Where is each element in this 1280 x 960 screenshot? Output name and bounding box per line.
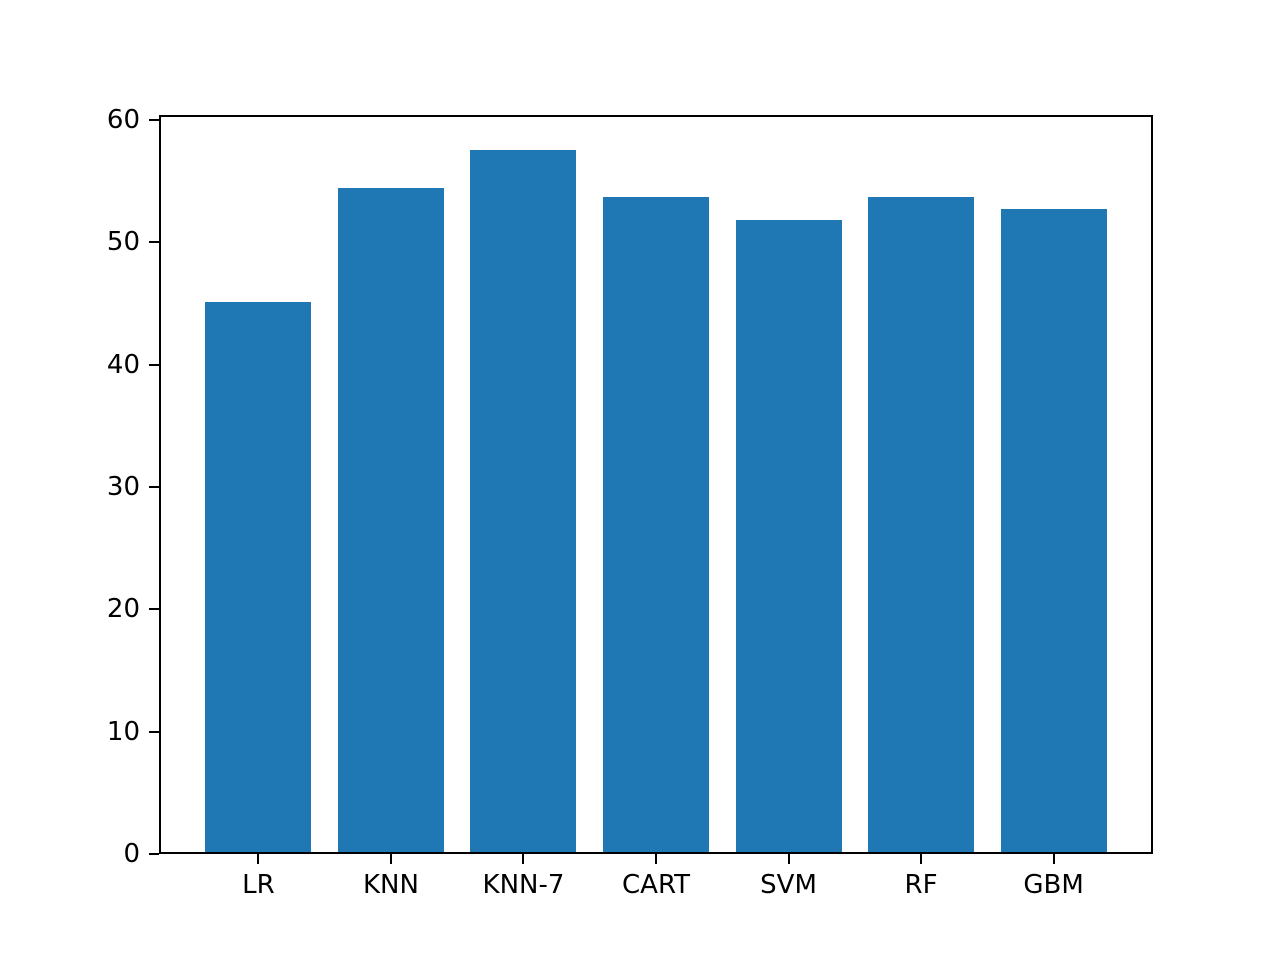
x-tick-label: KNN-7 xyxy=(482,870,565,900)
y-tick-label: 20 xyxy=(106,594,140,625)
y-tick-label: 10 xyxy=(106,716,140,747)
x-tick xyxy=(389,854,392,864)
y-tick-label: 60 xyxy=(106,104,140,135)
y-tick-label: 40 xyxy=(106,349,140,380)
x-tick-label: CART xyxy=(622,870,690,900)
bar-lr xyxy=(205,302,312,854)
bar-knn xyxy=(337,188,444,854)
y-tick-label: 0 xyxy=(123,839,140,869)
y-tick xyxy=(149,853,159,855)
y-tick-label: 30 xyxy=(106,471,140,502)
x-tick-label: KNN xyxy=(362,870,419,900)
y-tick xyxy=(149,363,159,366)
bar-svm xyxy=(735,220,842,854)
y-tick xyxy=(149,730,159,733)
x-tick xyxy=(787,854,790,864)
x-tick xyxy=(1052,854,1055,864)
bar-gbm xyxy=(1000,209,1107,854)
bar-rf xyxy=(868,196,975,854)
y-tick xyxy=(149,241,159,244)
x-tick-label: RF xyxy=(904,870,938,900)
x-tick xyxy=(655,854,657,864)
bar-cart xyxy=(602,196,709,854)
y-tick xyxy=(149,118,159,121)
x-tick xyxy=(920,854,923,864)
x-tick xyxy=(522,854,525,864)
plot-area: LR KNN KNN-7 CART SVM RF GBM 0 10 20 30 40 50 60 xyxy=(107,107,1153,898)
x-tick-label: SVM xyxy=(760,870,817,900)
y-tick xyxy=(149,485,159,488)
y-tick-label: 50 xyxy=(106,227,140,258)
x-tick xyxy=(257,854,260,864)
y-tick xyxy=(149,608,159,611)
x-tick-label: LR xyxy=(242,870,275,900)
x-tick-label: GBM xyxy=(1023,870,1084,900)
bar-knn-7 xyxy=(470,150,577,854)
